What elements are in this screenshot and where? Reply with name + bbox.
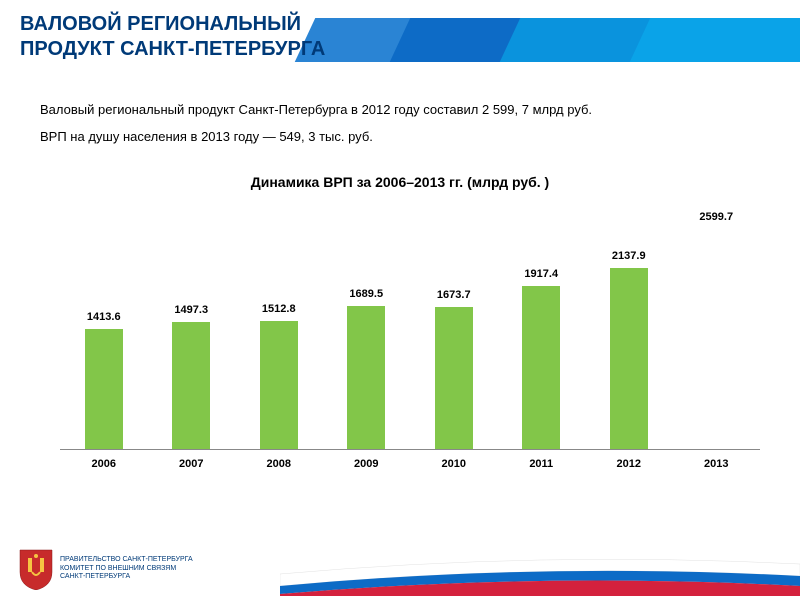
bar-slot: 1917.4 bbox=[498, 286, 586, 448]
bar-slot: 1413.6 bbox=[60, 329, 148, 449]
bar-slot: 2137.9 bbox=[585, 268, 673, 449]
bar-value-label: 2137.9 bbox=[612, 250, 646, 262]
bar-value-label: 1689.5 bbox=[349, 288, 383, 300]
logo: ПРАВИТЕЛЬСТВО САНКТ-ПЕТЕРБУРГА КОМИТЕТ П… bbox=[18, 548, 193, 590]
bar bbox=[610, 268, 648, 449]
bar bbox=[260, 321, 298, 449]
header-band: ВАЛОВОЙ РЕГИОНАЛЬНЫЙ ПРОДУКТ САНКТ-ПЕТЕР… bbox=[0, 0, 800, 80]
bar-value-label: 1673.7 bbox=[437, 289, 471, 301]
x-axis-label: 2013 bbox=[673, 458, 761, 470]
bar bbox=[435, 307, 473, 449]
bar-value-label: 1917.4 bbox=[524, 268, 558, 280]
x-axis: 20062007200820092010201120122013 bbox=[60, 458, 760, 470]
bar bbox=[172, 322, 210, 449]
bar-chart: 1413.61497.31512.81689.51673.71917.42137… bbox=[60, 210, 760, 450]
paragraph-1: Валовый региональный продукт Санкт-Петер… bbox=[40, 100, 760, 121]
page-title: ВАЛОВОЙ РЕГИОНАЛЬНЫЙ ПРОДУКТ САНКТ-ПЕТЕР… bbox=[20, 12, 325, 62]
bar-slot: 2599.7 bbox=[673, 229, 761, 449]
x-axis-label: 2006 bbox=[60, 458, 148, 470]
bar-value-label: 1413.6 bbox=[87, 311, 121, 323]
bar-slot: 1497.3 bbox=[148, 322, 236, 449]
x-axis-label: 2008 bbox=[235, 458, 323, 470]
bar bbox=[697, 229, 735, 449]
chart-title: Динамика ВРП за 2006–2013 гг. (млрд руб.… bbox=[0, 174, 800, 190]
footer-swoosh-icon bbox=[280, 556, 800, 596]
bar-slot: 1689.5 bbox=[323, 306, 411, 449]
bar-slot: 1512.8 bbox=[235, 321, 323, 449]
footer: ПРАВИТЕЛЬСТВО САНКТ-ПЕТЕРБУРГА КОМИТЕТ П… bbox=[0, 540, 800, 590]
bar bbox=[85, 329, 123, 449]
logo-line-2: КОМИТЕТ ПО ВНЕШНИМ СВЯЗЯМ bbox=[60, 565, 193, 573]
x-axis-label: 2009 bbox=[323, 458, 411, 470]
x-axis-label: 2010 bbox=[410, 458, 498, 470]
bar-value-label: 1497.3 bbox=[174, 304, 208, 316]
body-text: Валовый региональный продукт Санкт-Петер… bbox=[0, 80, 800, 159]
x-axis-label: 2012 bbox=[585, 458, 673, 470]
logo-line-3: САНКТ-ПЕТЕРБУРГА bbox=[60, 573, 193, 581]
bar bbox=[522, 286, 560, 448]
title-line-2: ПРОДУКТ САНКТ-ПЕТЕРБУРГА bbox=[20, 37, 325, 62]
x-axis-label: 2007 bbox=[148, 458, 236, 470]
title-line-1: ВАЛОВОЙ РЕГИОНАЛЬНЫЙ bbox=[20, 12, 325, 37]
bar bbox=[347, 306, 385, 449]
bar-value-label: 2599.7 bbox=[699, 211, 733, 223]
paragraph-2: ВРП на душу населения в 2013 году — 549,… bbox=[40, 127, 760, 148]
logo-text: ПРАВИТЕЛЬСТВО САНКТ-ПЕТЕРБУРГА КОМИТЕТ П… bbox=[60, 556, 193, 581]
bar-slot: 1673.7 bbox=[410, 307, 498, 449]
x-axis-label: 2011 bbox=[498, 458, 586, 470]
bar-value-label: 1512.8 bbox=[262, 303, 296, 315]
logo-line-1: ПРАВИТЕЛЬСТВО САНКТ-ПЕТЕРБУРГА bbox=[60, 556, 193, 564]
logo-emblem bbox=[18, 548, 54, 590]
